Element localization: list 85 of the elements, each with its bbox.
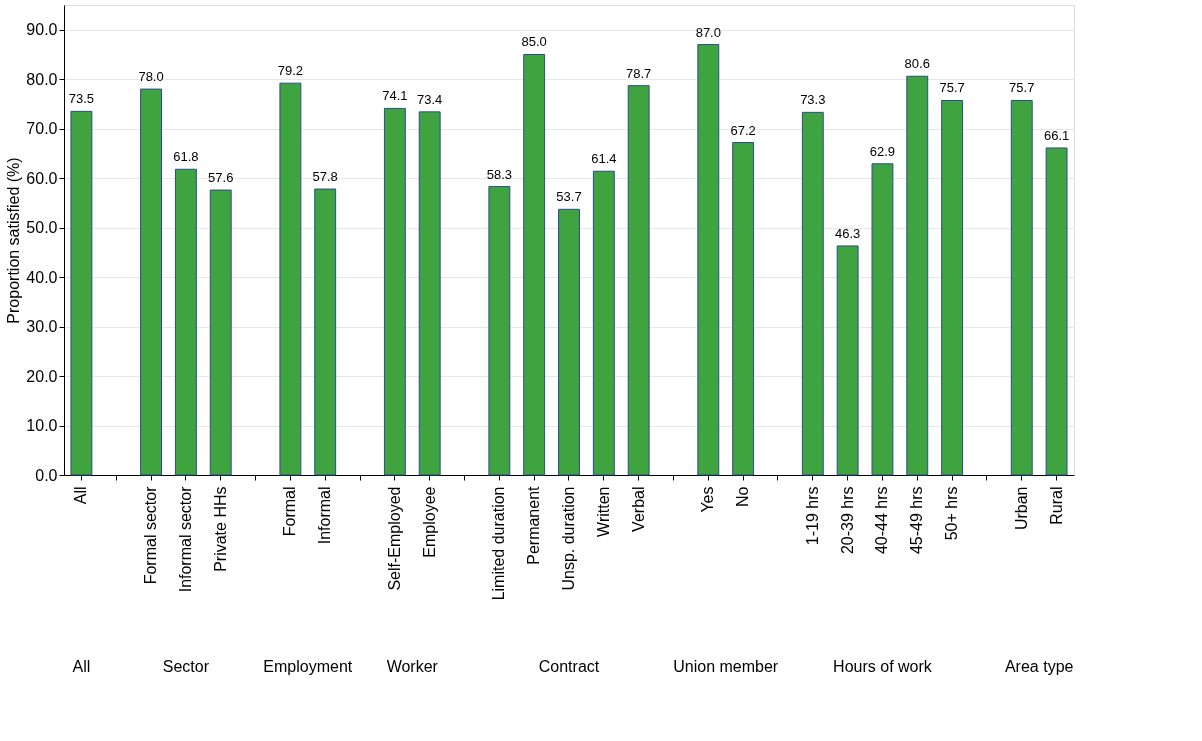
x-tick-label: 1-19 hrs: [803, 486, 821, 546]
data-label: 67.2: [730, 122, 756, 138]
data-label: 73.4: [417, 91, 443, 107]
y-tick-label: 50.0: [26, 219, 58, 237]
bar: [906, 75, 929, 476]
data-label: 62.9: [869, 143, 896, 159]
bar: [732, 142, 755, 476]
y-tick-label: 10.0: [26, 417, 58, 435]
data-label: 61.4: [591, 151, 617, 167]
data-label: 66.1: [1043, 127, 1070, 143]
x-tick-label: 50+ hrs: [943, 486, 961, 541]
y-tick-label: 60.0: [26, 169, 58, 187]
data-label: 57.8: [312, 169, 338, 185]
bar: [418, 111, 441, 476]
x-tick-label: Rural: [1047, 486, 1065, 525]
x-tick-label: Informal: [316, 486, 334, 545]
data-label: 61.8: [173, 149, 199, 165]
data-label: 75.7: [939, 80, 965, 96]
data-label: 79.2: [277, 63, 304, 79]
bar: [70, 110, 93, 476]
y-axis-title: Proportion satisfied (%): [5, 157, 23, 324]
y-tick-label: 80.0: [26, 70, 58, 88]
y-tick-label: 0.0: [35, 466, 58, 484]
bar: [697, 44, 720, 476]
y-tick-label: 20.0: [26, 367, 58, 385]
x-tick-label: Verbal: [629, 486, 647, 532]
text: Worker: [386, 658, 439, 675]
bar: [558, 208, 580, 476]
text: Employment: [263, 658, 353, 675]
bar: [801, 111, 824, 476]
bar: [174, 168, 197, 476]
text: Union member: [673, 658, 779, 675]
bar: [836, 245, 859, 476]
x-tick-label: Unsp. duration: [560, 486, 577, 591]
bar: [627, 85, 650, 476]
bar: [209, 189, 232, 476]
bar: [941, 99, 964, 476]
data-label: 78.7: [626, 65, 652, 81]
x-tick-label: Informal sector: [176, 485, 194, 593]
x-tick-label: Formal: [281, 486, 299, 537]
bar: [1010, 99, 1033, 476]
text: Hours of work: [833, 658, 933, 675]
data-label: 87.0: [695, 24, 721, 40]
data-label: 58.3: [486, 166, 512, 182]
text: Area type: [1004, 658, 1074, 675]
data-label: 75.7: [1009, 80, 1035, 96]
bar: [314, 188, 337, 476]
x-tick-label: Private HHs: [211, 486, 229, 572]
bar: [1045, 147, 1068, 476]
x-tick-label: 45-49 hrs: [908, 486, 926, 555]
text: Contract: [538, 658, 600, 675]
data-label: 53.7: [556, 189, 582, 205]
data-label: 80.6: [904, 56, 930, 72]
data-label: 73.3: [800, 92, 826, 108]
y-tick-label: 30.0: [26, 318, 58, 336]
text: All: [72, 658, 91, 675]
text: Sector: [162, 658, 210, 675]
data-label: 57.6: [208, 170, 234, 186]
bar: [592, 170, 615, 476]
bar: [871, 163, 894, 476]
x-tick-label: Yes: [699, 486, 717, 513]
bar: [488, 186, 511, 476]
x-tick-label: Urban: [1012, 486, 1030, 531]
x-tick-label: No: [734, 486, 752, 507]
bar: [279, 82, 302, 476]
bar: [383, 107, 406, 476]
data-label: 73.5: [68, 91, 95, 107]
data-label: 74.1: [382, 88, 408, 104]
x-tick-label: Written: [594, 486, 612, 537]
x-tick-label: 40-44 hrs: [873, 486, 891, 555]
data-label: 85.0: [521, 34, 547, 50]
x-tick-label: Formal sector: [142, 485, 160, 585]
x-tick-label: Employee: [420, 486, 438, 558]
x-tick-label: All: [72, 486, 90, 505]
y-tick-label: 40.0: [26, 268, 58, 286]
x-tick-label: Self-Employed: [385, 486, 403, 591]
data-label: 78.0: [138, 69, 164, 85]
y-tick-label: 70.0: [26, 120, 58, 138]
y-tick-label: 90.0: [26, 21, 58, 39]
bar: [140, 88, 163, 476]
data-label: 46.3: [834, 225, 861, 241]
bar: [523, 53, 546, 476]
x-tick-label: Permanent: [525, 485, 543, 565]
x-tick-label: 20-39 hrs: [838, 486, 856, 555]
x-tick-label: Limited duration: [490, 486, 508, 601]
